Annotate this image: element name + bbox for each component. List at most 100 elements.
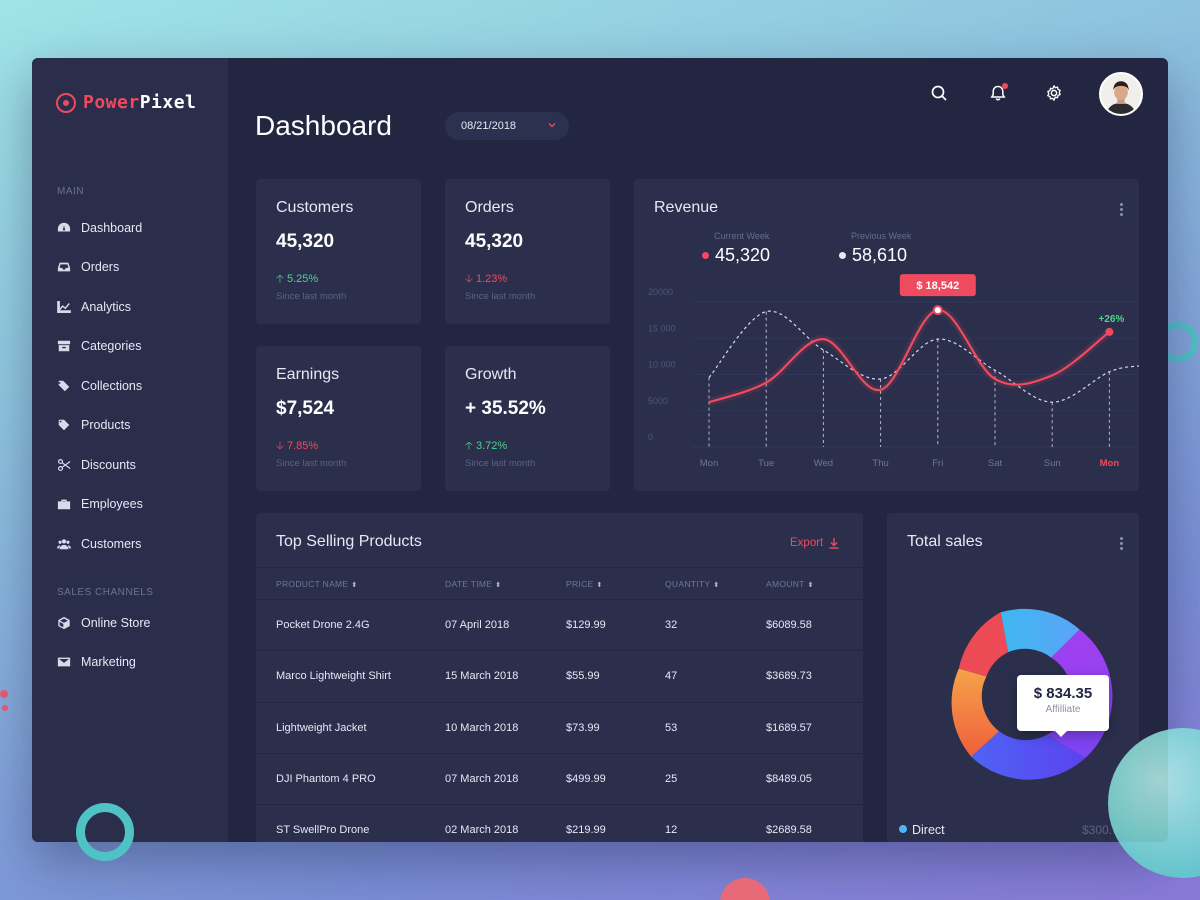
chevron-down-icon <box>547 120 557 130</box>
amount-cell: $3689.73 <box>766 670 812 682</box>
price-cell: $129.99 <box>566 619 606 631</box>
sidebar-item-customers[interactable]: Customers <box>57 534 141 554</box>
table-row[interactable]: DJI Phantom 4 PRO 07 March 2018 $499.99 … <box>256 753 863 804</box>
donut-segment-red <box>958 612 1009 677</box>
top-selling-products-card: Top Selling Products Export PRODUCT NAME… <box>256 513 863 842</box>
price-cell: $499.99 <box>566 773 606 785</box>
more-options-icon[interactable] <box>1120 203 1124 217</box>
column-header-product[interactable]: PRODUCT NAME ⬍ <box>276 579 358 589</box>
date-cell: 15 March 2018 <box>445 670 519 682</box>
page-title: Dashboard <box>255 110 392 141</box>
legend-label-direct: Direct <box>912 823 945 837</box>
stat-title: Orders <box>465 199 514 216</box>
sort-icon: ⬍ <box>351 582 358 589</box>
growth-label: +26% <box>1098 314 1124 325</box>
x-tick-label: Sun <box>1044 458 1061 469</box>
sidebar-item-label: Online Store <box>81 616 151 630</box>
product-name-cell: DJI Phantom 4 PRO <box>276 773 376 785</box>
previous-week-label: Previous Week <box>851 231 912 241</box>
tag-icon <box>57 418 71 432</box>
tooltip-value: $ 834.35 <box>1033 685 1093 702</box>
sidebar-item-label: Dashboard <box>81 221 143 235</box>
quantity-cell: 25 <box>665 773 678 785</box>
brand-name-part1: Power <box>83 92 140 113</box>
y-tick-label: 0 <box>648 432 653 442</box>
stat-value: 45,320 <box>465 231 524 252</box>
quantity-cell: 53 <box>665 722 678 734</box>
table-row[interactable]: Pocket Drone 2.4G 07 April 2018 $129.99 … <box>256 599 863 650</box>
sidebar-item-collections[interactable]: Collections <box>57 376 142 396</box>
dashboard-icon <box>57 221 71 235</box>
date-cell: 07 April 2018 <box>445 619 510 631</box>
more-options-icon[interactable] <box>1120 537 1124 551</box>
main-content: Dashboard 08/21/2018 Customers <box>228 58 1168 842</box>
sidebar-item-label: Collections <box>81 379 143 393</box>
inbox-icon <box>57 260 71 274</box>
donut-tooltip: $ 834.35 Affilliate <box>1017 675 1109 737</box>
sidebar-item-label: Marketing <box>81 655 136 669</box>
series-previous-week-line <box>708 310 1139 403</box>
sidebar-item-label: Categories <box>81 339 142 353</box>
amount-cell: $2689.58 <box>766 824 812 836</box>
avatar[interactable] <box>1099 72 1143 116</box>
total-sales-card: Total sales $ 834.35 Affilliate <box>887 513 1139 842</box>
export-button[interactable]: Export <box>790 537 840 549</box>
sidebar-item-online-store[interactable]: Online Store <box>57 613 150 633</box>
revenue-tooltip-badge <box>899 274 976 297</box>
sidebar-item-label: Orders <box>81 260 120 274</box>
table-row[interactable]: ST SwellPro Drone 02 March 2018 $219.99 … <box>256 804 863 842</box>
legend-value-direct: $300.7 <box>1082 823 1119 837</box>
highlight-point <box>932 305 943 316</box>
date-picker-value: 08/21/2018 <box>461 120 517 132</box>
sidebar-item-employees[interactable]: Employees <box>57 494 143 514</box>
current-week-label: Current Week <box>714 231 770 241</box>
decorative-dot <box>2 705 8 711</box>
amount-cell: $6089.58 <box>766 619 812 631</box>
bell-icon[interactable] <box>989 83 1008 102</box>
brand-logo[interactable]: PowerPixel <box>56 92 196 113</box>
x-tick-label: Mon <box>1100 458 1120 469</box>
decorative-blob <box>720 878 770 900</box>
sidebar-item-discounts[interactable]: Discounts <box>57 455 136 475</box>
stat-change: 🡡 3.72% <box>465 440 508 452</box>
gear-icon[interactable] <box>1045 84 1063 102</box>
series-current-week-glow <box>707 306 1112 407</box>
table-row[interactable]: Lightweight Jacket 10 March 2018 $73.99 … <box>256 702 863 753</box>
sort-icon: ⬍ <box>807 582 814 589</box>
column-header-amount[interactable]: AMOUNT ⬍ <box>766 579 814 589</box>
stat-card-customers: Customers 45,320 🡡 5.25% Since last mont… <box>256 179 421 324</box>
sidebar-item-analytics[interactable]: Analytics <box>57 297 131 317</box>
arrow-up-icon: 🡡 <box>276 273 284 285</box>
users-icon <box>57 537 71 551</box>
column-header-date[interactable]: DATE TIME ⬍ <box>445 579 502 589</box>
arrow-down-icon: 🡣 <box>465 273 473 285</box>
x-tick-label: Wed <box>814 458 833 469</box>
column-header-price[interactable]: PRICE ⬍ <box>566 579 603 589</box>
stat-value: + 35.52% <box>465 398 546 419</box>
column-header-quantity[interactable]: QUANTITY ⬍ <box>665 579 720 589</box>
y-tick-label: 15 000 <box>648 323 676 333</box>
price-cell: $73.99 <box>566 722 600 734</box>
date-cell: 10 March 2018 <box>445 722 519 734</box>
sidebar-item-orders[interactable]: Orders <box>57 257 119 277</box>
table-title: Top Selling Products <box>276 533 422 550</box>
table-row[interactable]: Marco Lightweight Shirt 15 March 2018 $5… <box>256 650 863 701</box>
briefcase-icon <box>57 497 71 511</box>
date-cell: 02 March 2018 <box>445 824 519 836</box>
stat-card-earnings: Earnings $7,524 🡣 7.85% Since last month <box>256 346 421 491</box>
stat-subtitle: Since last month <box>465 458 536 469</box>
download-icon <box>829 538 839 549</box>
tooltip-label: Affilliate <box>1045 704 1081 715</box>
stat-change: 🡣 7.85% <box>276 440 319 452</box>
sidebar-item-marketing[interactable]: Marketing <box>57 652 136 672</box>
search-icon[interactable] <box>930 84 948 102</box>
date-cell: 07 March 2018 <box>445 773 519 785</box>
sidebar-item-products[interactable]: Products <box>57 415 130 435</box>
sidebar-item-categories[interactable]: Categories <box>57 336 141 356</box>
date-picker[interactable]: 08/21/2018 <box>445 112 569 140</box>
previous-week-value: 58,610 <box>839 245 907 266</box>
revenue-chart[interactable]: 20000 15 000 10 000 5000 0 $ 18,542 +26% Mon Tue… <box>634 179 1139 491</box>
stat-subtitle: Since last month <box>465 291 536 302</box>
sidebar-item-dashboard[interactable]: Dashboard <box>57 218 142 238</box>
stat-title: Growth <box>465 366 517 383</box>
